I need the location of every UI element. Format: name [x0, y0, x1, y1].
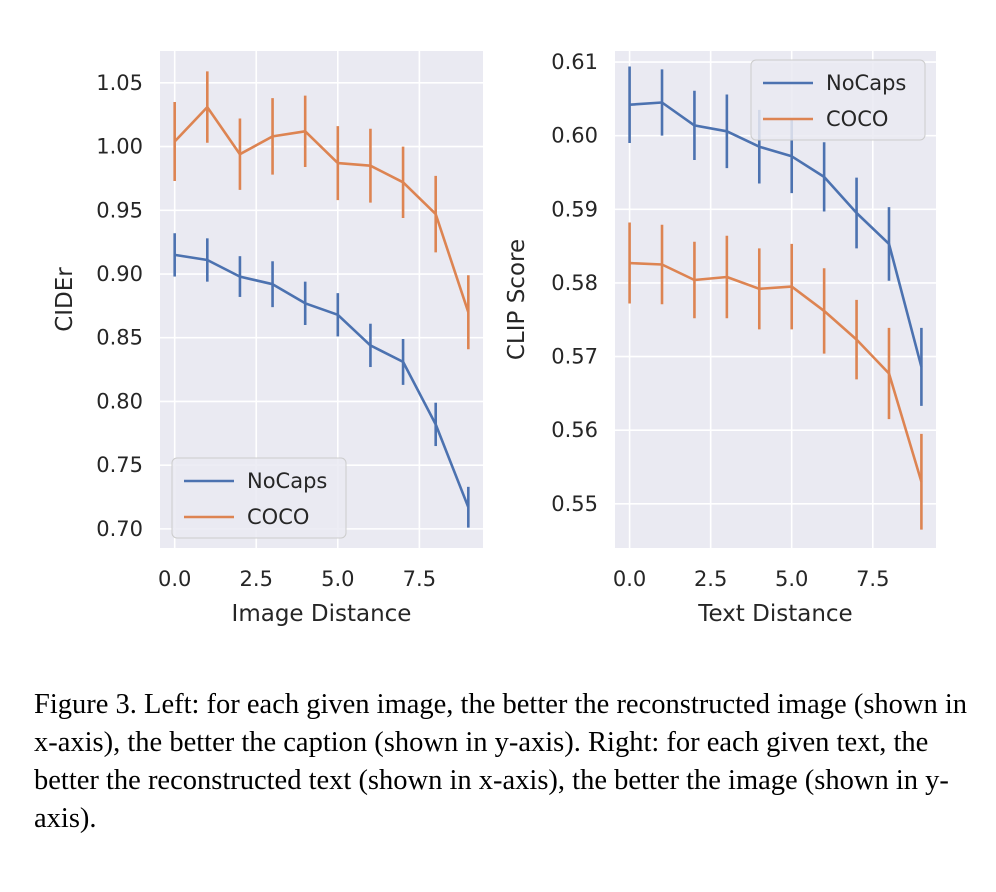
x-tick-label: 7.5 [856, 567, 889, 591]
series-line-coco [173, 105, 470, 313]
y-tick-label: 0.58 [551, 271, 598, 295]
cider-chart: 0.0 2.5 5.0 7.5 0.70 0.75 0.80 0.85 0.90 0.95 1.00… [52, 51, 483, 627]
x-tick-label: 0.0 [613, 567, 646, 591]
y-axis-label: CIDEr [52, 267, 78, 332]
y-tick-label: 0.85 [96, 326, 143, 350]
y-tick-label: 1.05 [96, 71, 143, 95]
series-line-coco [629, 261, 923, 483]
y-tick-label: 0.90 [96, 262, 143, 286]
clip-score-chart: 0.0 2.5 5.0 7.5 0.55 0.56 0.57 0.58 0.59 0.60 0.61… [504, 50, 936, 627]
legend-label-nocaps: NoCaps [247, 469, 327, 493]
y-tick-label: 0.80 [96, 389, 143, 413]
y-tick-label: 0.59 [551, 197, 598, 221]
y-tick-label: 0.56 [551, 418, 598, 442]
y-tick-label: 0.60 [551, 124, 598, 148]
x-axis-label: Text Distance [697, 601, 852, 627]
y-tick-label: 0.61 [551, 50, 598, 74]
y-tick-label: 0.55 [551, 492, 598, 516]
y-tick-label: 0.75 [96, 453, 143, 477]
y-axis-label: CLIP Score [504, 239, 530, 360]
x-tick-label: 2.5 [694, 567, 727, 591]
series-line-nocaps [174, 253, 470, 508]
legend-label-nocaps: NoCaps [826, 71, 906, 95]
x-tick-label: 5.0 [321, 567, 354, 591]
figure-caption: Figure 3. Left: for each given image, th… [34, 689, 968, 834]
x-tick-label: 2.5 [240, 567, 273, 591]
y-tick-label: 0.70 [96, 517, 143, 541]
figure: 0.0 2.5 5.0 7.5 0.70 0.75 0.80 0.85 0.90 0.95 1.00… [52, 50, 936, 627]
x-tick-label: 5.0 [775, 567, 808, 591]
legend-label-coco: COCO [247, 505, 309, 529]
y-tick-label: 1.00 [96, 135, 143, 159]
y-tick-label: 0.95 [96, 198, 143, 222]
y-tick-label: 0.57 [551, 345, 598, 369]
x-tick-label: 7.5 [403, 567, 436, 591]
x-axis-label: Image Distance [232, 601, 412, 627]
legend-label-coco: COCO [826, 107, 888, 131]
series-line-nocaps [629, 101, 923, 368]
x-tick-label: 0.0 [158, 567, 191, 591]
